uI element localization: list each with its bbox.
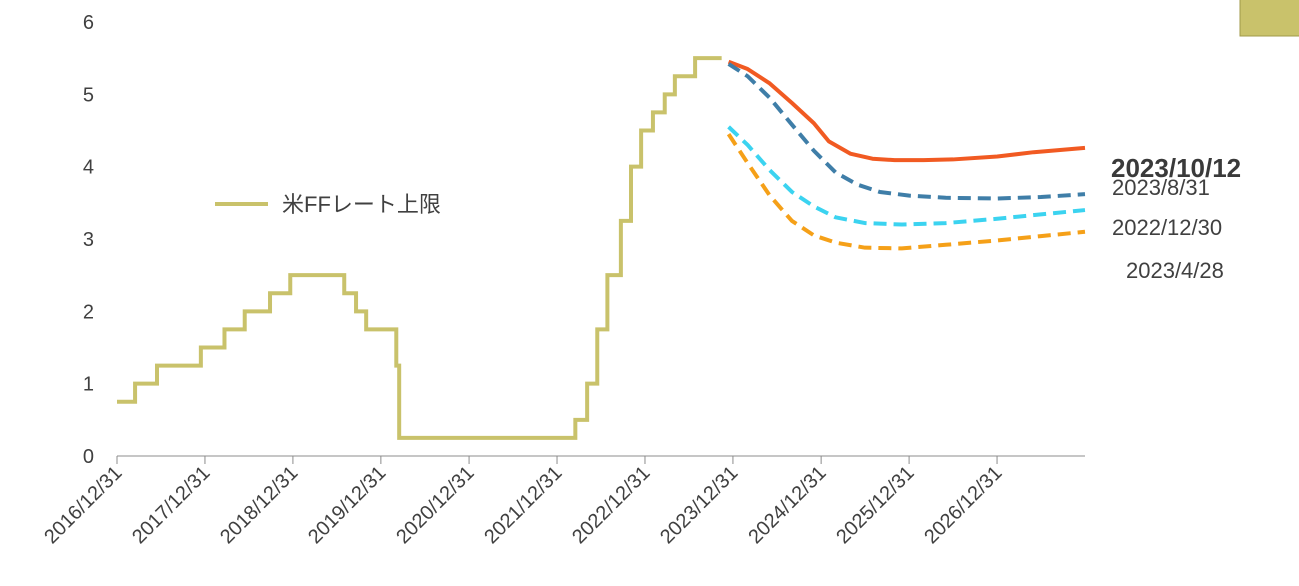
series-line-2023-8-31 — [729, 64, 1085, 199]
y-tick-label: 3 — [83, 229, 94, 251]
y-tick-label: 4 — [83, 157, 94, 179]
series-line-米FFレート上限 — [117, 58, 722, 438]
legend-label-ff-rate: 米FFレート上限 — [282, 192, 441, 217]
y-tick-label: 6 — [83, 12, 94, 34]
y-tick-label: 0 — [83, 446, 94, 468]
x-tick-label: 2019/12/31 — [304, 462, 390, 548]
y-axis-tick-labels: 0 1 2 3 4 5 6 — [83, 12, 94, 468]
x-tick-label: 2020/12/31 — [392, 462, 478, 548]
series-end-labels: 2023/10/12 2023/8/31 2022/12/30 2023/4/2… — [1111, 153, 1241, 283]
series-label-2023-8-31: 2023/8/31 — [1112, 175, 1210, 200]
x-tick-label: 2018/12/31 — [216, 462, 302, 548]
x-tick-label: 2022/12/31 — [568, 462, 654, 548]
y-tick-label: 2 — [83, 301, 94, 323]
series-label-2022-12-30: 2022/12/30 — [1112, 215, 1222, 240]
y-tick-label: 5 — [83, 84, 94, 106]
series-lines — [117, 58, 1085, 438]
x-tick-label: 2024/12/31 — [744, 462, 830, 548]
x-tick-label: 2016/12/31 — [40, 462, 126, 548]
legend: 米FFレート上限 — [215, 192, 441, 217]
x-tick-label: 2017/12/31 — [128, 462, 214, 548]
corner-legend-swatch — [1240, 0, 1299, 36]
series-label-2023-4-28: 2023/4/28 — [1126, 258, 1224, 283]
x-axis: 2016/12/31 2017/12/31 2018/12/31 2019/12/31… — [40, 456, 1085, 548]
x-tick-label: 2021/12/31 — [480, 462, 566, 548]
x-tick-label: 2026/12/31 — [920, 462, 1006, 548]
y-tick-label: 1 — [83, 374, 94, 396]
x-tick-label: 2025/12/31 — [832, 462, 918, 548]
x-tick-label: 2023/12/31 — [656, 462, 742, 548]
